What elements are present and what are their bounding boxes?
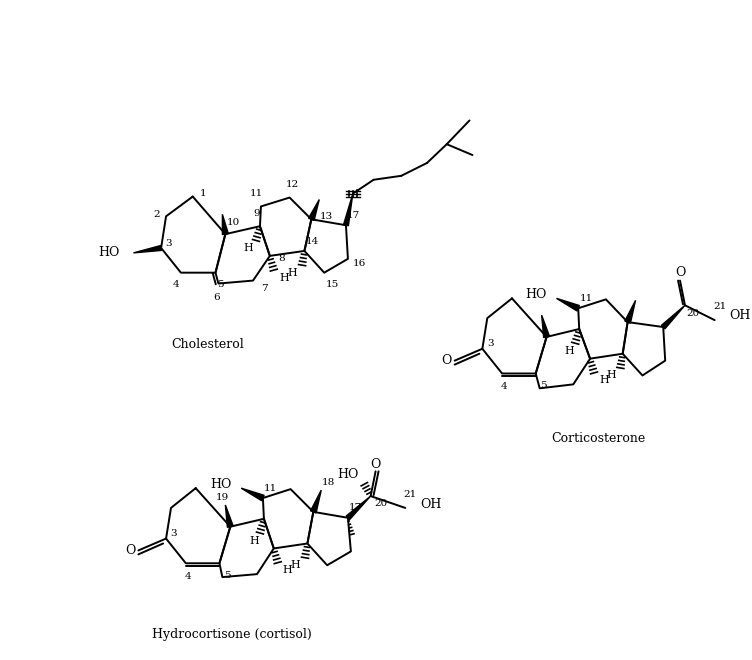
- Text: 4: 4: [184, 572, 191, 581]
- Polygon shape: [223, 214, 229, 234]
- Polygon shape: [133, 246, 162, 253]
- Text: 11: 11: [580, 294, 593, 303]
- Text: 18: 18: [322, 478, 335, 486]
- Text: 4: 4: [173, 280, 179, 289]
- Text: 7: 7: [262, 284, 268, 293]
- Text: 20: 20: [374, 500, 387, 508]
- Text: 20: 20: [687, 309, 699, 317]
- Polygon shape: [308, 199, 320, 220]
- Text: 6: 6: [213, 293, 220, 302]
- Text: 5: 5: [541, 381, 547, 390]
- Text: H: H: [243, 243, 253, 253]
- Text: 21: 21: [404, 490, 417, 498]
- Polygon shape: [556, 298, 580, 311]
- Text: H: H: [283, 565, 293, 575]
- Text: HO: HO: [525, 288, 547, 301]
- Text: O: O: [675, 266, 685, 279]
- Polygon shape: [625, 300, 635, 323]
- Text: O: O: [126, 544, 135, 557]
- Text: HO: HO: [210, 478, 232, 490]
- Text: 21: 21: [713, 302, 726, 311]
- Text: H: H: [599, 376, 609, 385]
- Text: 17: 17: [349, 504, 362, 512]
- Text: 4: 4: [501, 382, 508, 391]
- Text: 15: 15: [326, 280, 338, 289]
- Text: 8: 8: [278, 254, 285, 263]
- Polygon shape: [226, 505, 233, 527]
- Text: H: H: [280, 273, 290, 282]
- Text: 14: 14: [306, 236, 319, 246]
- Text: 13: 13: [320, 212, 333, 221]
- Text: OH: OH: [420, 498, 441, 512]
- Text: H: H: [288, 268, 298, 278]
- Text: 11: 11: [264, 484, 277, 492]
- Text: Corticosterone: Corticosterone: [551, 432, 645, 446]
- Text: H: H: [249, 535, 259, 546]
- Text: 2: 2: [153, 210, 159, 219]
- Text: 3: 3: [165, 238, 172, 248]
- Text: 10: 10: [226, 218, 240, 227]
- Text: 3: 3: [171, 529, 177, 538]
- Text: 5: 5: [224, 571, 231, 579]
- Text: Hydrocortisone (cortisol): Hydrocortisone (cortisol): [153, 628, 312, 641]
- Text: 5: 5: [217, 280, 224, 289]
- Text: 12: 12: [286, 180, 299, 189]
- Polygon shape: [662, 306, 685, 329]
- Text: 1: 1: [199, 189, 206, 198]
- Text: HO: HO: [338, 468, 359, 480]
- Polygon shape: [344, 193, 353, 226]
- Text: H: H: [606, 370, 616, 380]
- Polygon shape: [311, 490, 321, 513]
- Text: O: O: [371, 458, 381, 471]
- Text: 19: 19: [216, 492, 229, 502]
- Polygon shape: [541, 315, 550, 337]
- Text: H: H: [291, 560, 300, 570]
- Text: HO: HO: [99, 246, 120, 259]
- Text: O: O: [441, 354, 452, 367]
- Text: Cholesterol: Cholesterol: [171, 339, 244, 351]
- Polygon shape: [346, 496, 371, 519]
- Text: 9: 9: [253, 209, 260, 218]
- Text: H: H: [565, 346, 575, 356]
- Text: OH: OH: [729, 309, 750, 321]
- Polygon shape: [241, 488, 264, 501]
- Text: 11: 11: [250, 189, 262, 198]
- Text: 16: 16: [353, 259, 366, 268]
- Text: 17: 17: [347, 211, 360, 220]
- Text: 3: 3: [487, 339, 493, 348]
